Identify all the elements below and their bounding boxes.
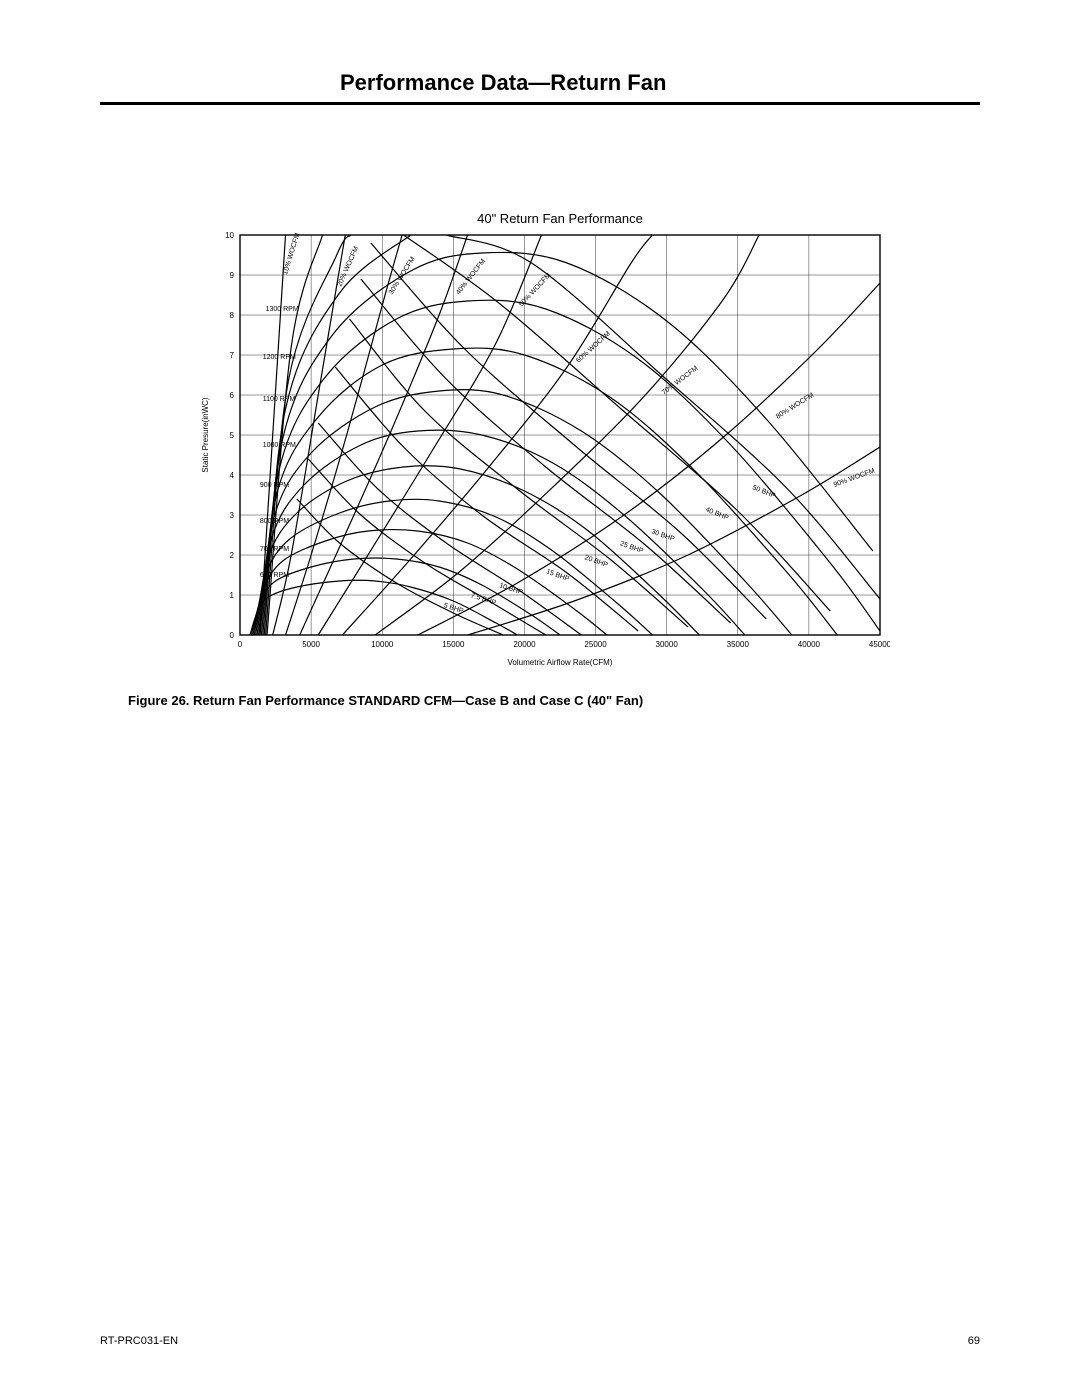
svg-text:20 BHP: 20 BHP: [583, 554, 608, 569]
svg-text:2: 2: [230, 551, 235, 560]
svg-text:35000: 35000: [727, 640, 750, 649]
svg-text:7: 7: [230, 351, 235, 360]
svg-text:1: 1: [230, 591, 235, 600]
svg-text:6: 6: [230, 391, 235, 400]
svg-text:50% WOCFM: 50% WOCFM: [518, 272, 553, 308]
svg-text:30% WOCFM: 30% WOCFM: [388, 256, 417, 296]
svg-text:Static Presure(inWC): Static Presure(inWC): [201, 397, 210, 472]
svg-text:8: 8: [230, 311, 235, 320]
svg-text:1300 RPM: 1300 RPM: [266, 306, 299, 313]
svg-text:900 RPM: 900 RPM: [260, 482, 289, 489]
svg-text:5: 5: [230, 431, 235, 440]
svg-text:10: 10: [225, 231, 234, 240]
svg-text:25 BHP: 25 BHP: [619, 540, 644, 555]
svg-text:7.5 BHP: 7.5 BHP: [470, 592, 497, 607]
svg-text:40" Return Fan Performance: 40" Return Fan Performance: [477, 211, 643, 226]
svg-text:800 RPM: 800 RPM: [260, 518, 289, 525]
svg-text:10000: 10000: [371, 640, 394, 649]
page-title: Performance Data—Return Fan: [100, 70, 980, 96]
footer-doc-id: RT-PRC031-EN: [100, 1335, 178, 1347]
svg-text:0: 0: [238, 640, 243, 649]
svg-text:700 RPM: 700 RPM: [260, 546, 289, 553]
svg-text:90% WOCFM: 90% WOCFM: [833, 467, 876, 488]
svg-text:3: 3: [230, 511, 235, 520]
svg-text:4: 4: [230, 471, 235, 480]
svg-text:25000: 25000: [584, 640, 607, 649]
svg-text:30000: 30000: [656, 640, 679, 649]
svg-text:1100 RPM: 1100 RPM: [263, 396, 296, 403]
svg-text:5000: 5000: [302, 640, 320, 649]
svg-text:30 BHP: 30 BHP: [650, 528, 675, 543]
footer-page-number: 69: [968, 1335, 980, 1347]
svg-text:1000 RPM: 1000 RPM: [263, 442, 296, 449]
svg-text:80% WOCFM: 80% WOCFM: [775, 392, 815, 421]
svg-text:40 BHP: 40 BHP: [704, 506, 729, 522]
svg-text:45000: 45000: [869, 640, 890, 649]
svg-text:600 RPM: 600 RPM: [260, 572, 289, 579]
svg-text:15 BHP: 15 BHP: [545, 568, 570, 583]
fan-performance-chart: 40" Return Fan Performance 0 5000 10000 1500…: [190, 205, 890, 675]
svg-text:1200 RPM: 1200 RPM: [263, 354, 296, 361]
header-rule: [100, 102, 980, 105]
svg-text:9: 9: [230, 271, 235, 280]
svg-text:Volumetric Airflow Rate(CFM): Volumetric Airflow Rate(CFM): [508, 658, 613, 667]
figure-caption: Figure 26. Return Fan Performance STANDA…: [128, 693, 980, 708]
svg-text:50 BHP: 50 BHP: [751, 484, 776, 500]
svg-text:15000: 15000: [442, 640, 465, 649]
svg-text:40000: 40000: [798, 640, 821, 649]
svg-text:20000: 20000: [513, 640, 536, 649]
svg-text:0: 0: [230, 631, 235, 640]
